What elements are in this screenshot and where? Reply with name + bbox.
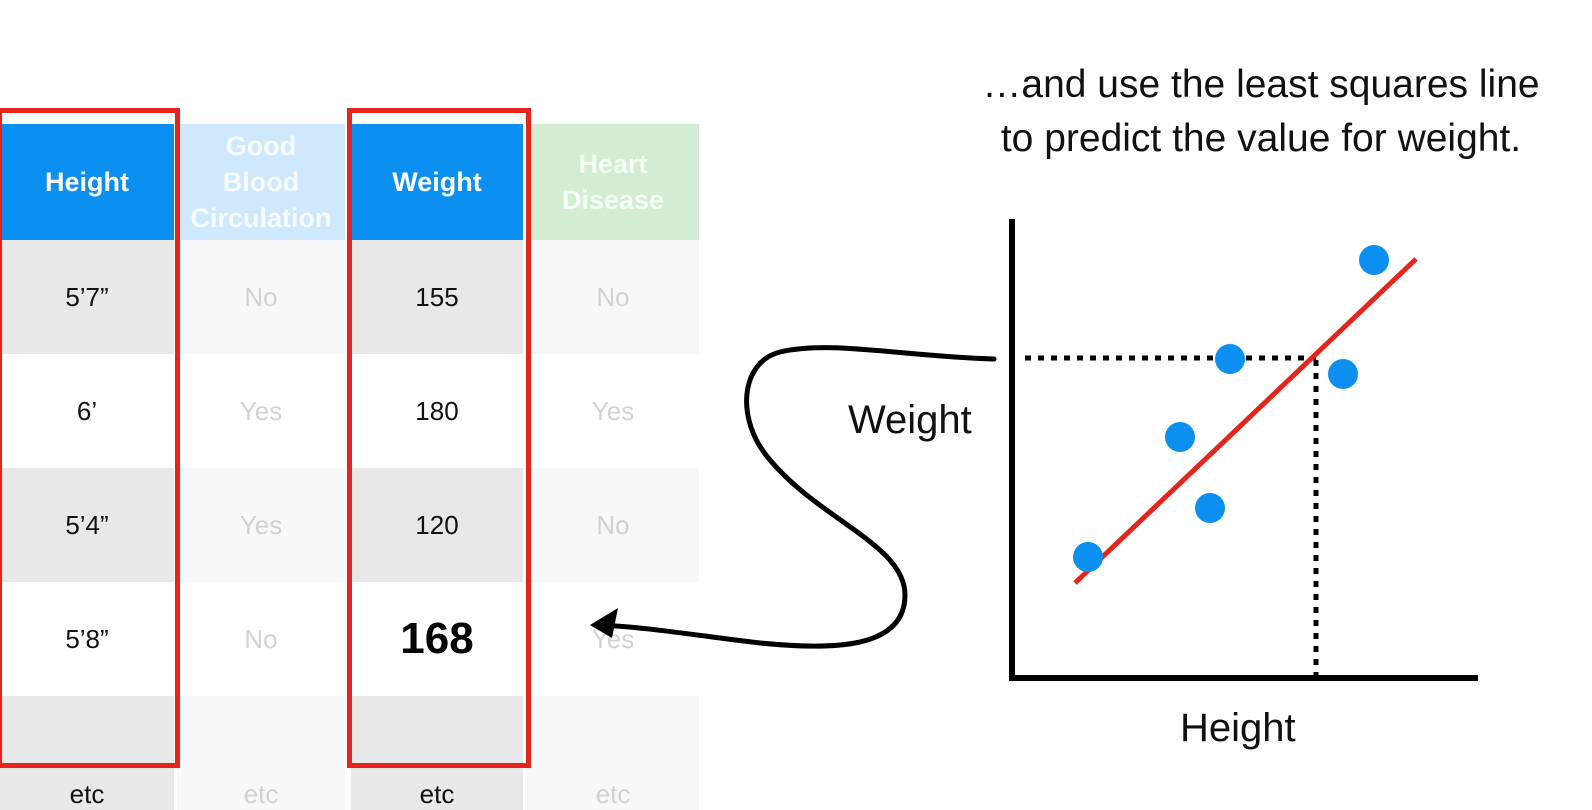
cell-good-blood-circulation: No xyxy=(244,623,278,654)
data-point xyxy=(1073,542,1103,572)
cell-heart-disease: Yes xyxy=(591,395,635,426)
prediction-arrow xyxy=(593,345,997,649)
y-axis-label: Weight xyxy=(848,398,972,442)
cell-good-blood-circulation: Yes xyxy=(177,468,345,582)
cell-weight: 120 xyxy=(351,468,523,582)
table-row: 5’4” Yes 120 No xyxy=(0,468,710,582)
least-squares-line xyxy=(1073,257,1418,585)
data-point xyxy=(1195,493,1225,523)
x-axis-label: Height xyxy=(1180,706,1296,750)
data-point xyxy=(1359,245,1389,275)
data-point xyxy=(1328,359,1358,389)
cell-height: 6’ xyxy=(76,395,98,426)
arrow-head xyxy=(590,608,618,638)
data-point xyxy=(1165,422,1195,452)
cell-good-blood-circulation: No xyxy=(177,240,345,354)
header-heart-disease: Heart Disease xyxy=(527,124,699,240)
cell-height: 5’8” xyxy=(65,623,109,654)
cell-height: 5’4” xyxy=(0,468,174,582)
cell-height: 5’7” xyxy=(0,240,174,354)
cell-weight-predicted: 168 xyxy=(400,614,474,663)
least-squares-plot xyxy=(590,219,1478,681)
header-good-blood-circulation: Good Blood Circulation xyxy=(177,124,345,240)
table-row: 6’ Yes 180 Yes xyxy=(0,354,710,468)
table-row: 5’7” No 155 No xyxy=(0,240,710,354)
cell-heart-disease: No xyxy=(527,240,699,354)
cell-good-blood-circulation: Yes xyxy=(239,395,283,426)
header-height: Height xyxy=(0,124,174,240)
cell-weight: 155 xyxy=(351,240,523,354)
cell-heart-disease: No xyxy=(527,468,699,582)
cell-weight: 180 xyxy=(415,395,459,426)
data-point xyxy=(1215,344,1245,374)
caption: …and use the least squares line to predi… xyxy=(982,63,1540,160)
header-weight: Weight xyxy=(351,124,523,240)
